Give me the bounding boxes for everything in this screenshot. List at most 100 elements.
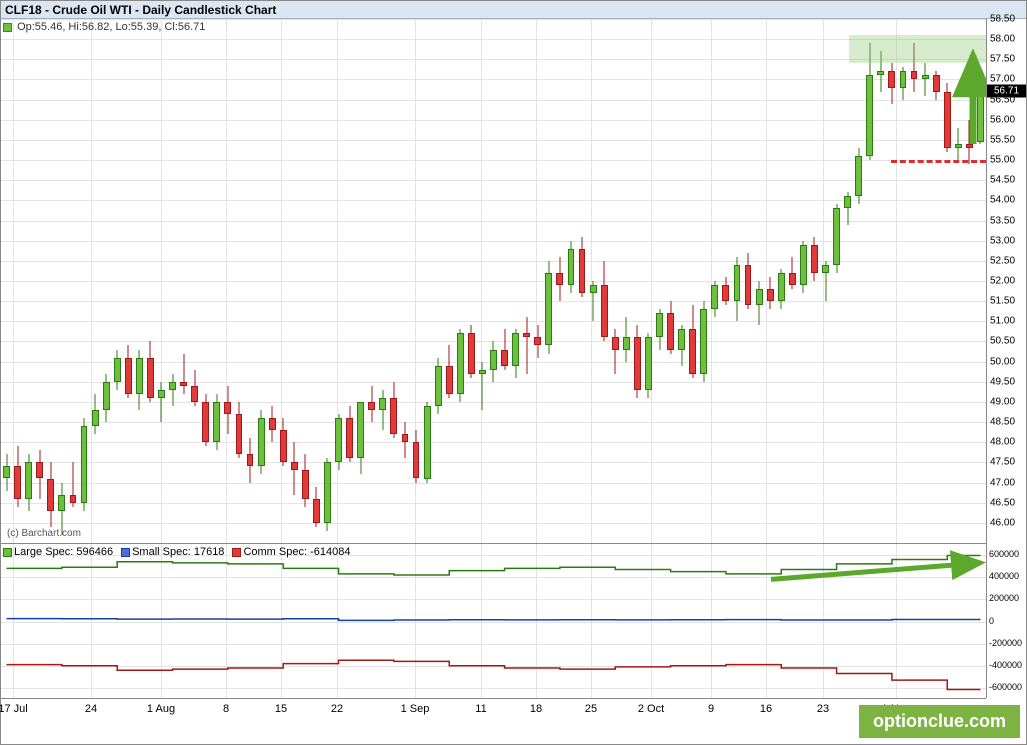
- sub-y-tick-label: 200000: [989, 593, 1019, 603]
- y-tick-label: 52.50: [990, 255, 1015, 266]
- legend-box-icon: [232, 548, 241, 557]
- candle: [590, 19, 597, 543]
- candle: [501, 19, 508, 543]
- candle: [346, 19, 353, 543]
- candle: [911, 19, 918, 543]
- sub-gridline-h: [1, 644, 986, 645]
- candle: [811, 19, 818, 543]
- candle: [933, 19, 940, 543]
- sub-y-tick-label: -400000: [989, 660, 1022, 670]
- candle: [324, 19, 331, 543]
- candle: [114, 19, 121, 543]
- candle: [180, 19, 187, 543]
- candle: [667, 19, 674, 543]
- candle: [468, 19, 475, 543]
- sub-gridline-v: [823, 544, 824, 698]
- candle: [424, 19, 431, 543]
- ohlc-text: Op:55.46, Hi:56.82, Lo:55.39, Cl:56.71: [17, 21, 205, 33]
- candle: [678, 19, 685, 543]
- ohlc-readout: Op:55.46, Hi:56.82, Lo:55.39, Cl:56.71: [3, 21, 205, 33]
- sub-y-axis: -600000-400000-2000000200000400000600000: [986, 543, 1026, 698]
- x-axis: 17 Jul241 Aug815221 Sep1118252 Oct916231…: [1, 698, 986, 744]
- cot-subchart: Large Spec: 596466 Small Spec: 17618 Comm …: [1, 543, 986, 698]
- y-tick-label: 51.00: [990, 316, 1015, 327]
- last-price-tag: 56.71: [987, 85, 1026, 98]
- candle: [3, 19, 10, 543]
- candle: [833, 19, 840, 543]
- candle: [25, 19, 32, 543]
- candle: [855, 19, 862, 543]
- y-tick-label: 46.50: [990, 497, 1015, 508]
- candle: [70, 19, 77, 543]
- candle: [302, 19, 309, 543]
- main-candlestick-chart: Op:55.46, Hi:56.82, Lo:55.39, Cl:56.71 (…: [1, 19, 986, 543]
- y-tick-label: 48.50: [990, 417, 1015, 428]
- candle: [258, 19, 265, 543]
- x-tick-label: 22: [331, 703, 343, 715]
- candle: [269, 19, 276, 543]
- sub-gridline-v: [711, 544, 712, 698]
- x-tick-label: 9: [708, 703, 714, 715]
- y-tick-label: 56.00: [990, 114, 1015, 125]
- candle: [368, 19, 375, 543]
- candle: [457, 19, 464, 543]
- candle: [512, 19, 519, 543]
- candle: [534, 19, 541, 543]
- y-tick-label: 58.00: [990, 34, 1015, 45]
- legend-item: Comm Spec: -614084: [232, 546, 350, 558]
- candle: [579, 19, 586, 543]
- legend-label: Large Spec: 596466: [14, 546, 113, 558]
- x-tick-label: 25: [585, 703, 597, 715]
- candle: [402, 19, 409, 543]
- gridline-v: [896, 19, 897, 543]
- candle: [977, 19, 984, 543]
- x-tick-label: 15: [275, 703, 287, 715]
- candle: [390, 19, 397, 543]
- candle: [866, 19, 873, 543]
- candle: [767, 19, 774, 543]
- chart-container: CLF18 - Crude Oil WTI - Daily Candlestic…: [0, 0, 1027, 745]
- candle: [158, 19, 165, 543]
- sub-y-tick-label: -200000: [989, 638, 1022, 648]
- x-tick-label: 18: [530, 703, 542, 715]
- sub-gridline-v: [91, 544, 92, 698]
- candle: [756, 19, 763, 543]
- x-tick-label: 16: [760, 703, 772, 715]
- candle: [700, 19, 707, 543]
- y-tick-label: 46.00: [990, 517, 1015, 528]
- legend-item: Large Spec: 596466: [3, 546, 113, 558]
- legend-box-icon: [121, 548, 130, 557]
- candle: [523, 19, 530, 543]
- support-dashed-line: [891, 160, 986, 163]
- candle: [800, 19, 807, 543]
- chart-title-bar: CLF18 - Crude Oil WTI - Daily Candlestic…: [1, 1, 1026, 19]
- candle: [490, 19, 497, 543]
- sub-gridline-v: [766, 544, 767, 698]
- x-tick-label: 17 Jul: [0, 703, 28, 715]
- candle: [689, 19, 696, 543]
- sub-gridline-v: [161, 544, 162, 698]
- candle: [734, 19, 741, 543]
- candle: [169, 19, 176, 543]
- legend-label: Small Spec: 17618: [132, 546, 224, 558]
- candle: [877, 19, 884, 543]
- candle: [612, 19, 619, 543]
- y-tick-label: 49.50: [990, 376, 1015, 387]
- candle: [601, 19, 608, 543]
- candle: [280, 19, 287, 543]
- candle: [789, 19, 796, 543]
- sub-gridline-v: [226, 544, 227, 698]
- y-tick-label: 47.50: [990, 457, 1015, 468]
- candle: [81, 19, 88, 543]
- candle: [545, 19, 552, 543]
- legend-item: Small Spec: 17618: [121, 546, 224, 558]
- y-tick-label: 48.00: [990, 437, 1015, 448]
- sub-grid: [1, 544, 986, 698]
- candle: [357, 19, 364, 543]
- candle: [36, 19, 43, 543]
- candle: [147, 19, 154, 543]
- candle: [125, 19, 132, 543]
- x-tick-label: 8: [223, 703, 229, 715]
- sub-gridline-v: [13, 544, 14, 698]
- candle: [335, 19, 342, 543]
